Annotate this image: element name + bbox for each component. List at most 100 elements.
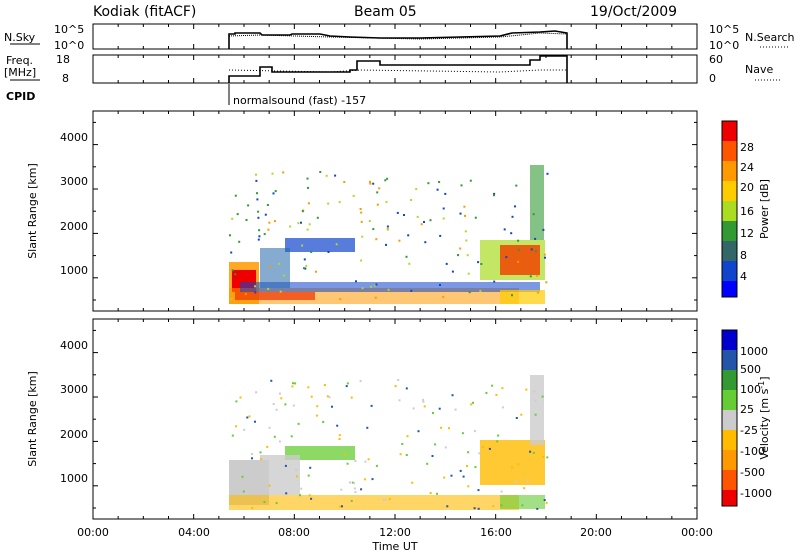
scatter-pixel — [536, 507, 539, 510]
scatter-pixel — [517, 248, 520, 251]
scatter-pixel — [438, 407, 441, 410]
scatter-pixel — [480, 263, 483, 265]
scatter-pixel — [530, 248, 533, 251]
beam-label: Beam 05 — [354, 4, 417, 20]
scatter-pixel — [492, 505, 495, 508]
xtick: 12:00 — [379, 526, 411, 539]
power-cbar-seg — [722, 181, 737, 201]
scatter-pixel — [405, 454, 408, 456]
scatter-pixel — [523, 487, 526, 490]
scatter-pixel — [384, 498, 387, 501]
scatter-pixel — [545, 501, 548, 504]
scatter-pixel — [256, 192, 258, 195]
scatter-pixel — [367, 458, 370, 461]
scatter-pixel — [403, 214, 405, 216]
scatter-pixel — [231, 269, 234, 272]
velocity-cbar-tick: -25 — [740, 424, 758, 437]
scatter-pixel — [255, 173, 257, 176]
velocity-cbar-seg — [722, 350, 737, 370]
scatter-pixel — [451, 270, 454, 273]
scatter-pixel — [501, 387, 504, 390]
scatter-pixel — [230, 298, 233, 301]
scatter-pixel — [397, 379, 400, 381]
scatter-pixel — [382, 498, 385, 501]
scatter-pixel — [407, 234, 410, 237]
scatter-pixel — [257, 216, 260, 219]
scatter-pixel — [303, 267, 305, 270]
scatter-pixel — [263, 233, 266, 236]
velocity-ytick-3000: 3000 — [60, 383, 88, 396]
nave-tick-top: 60 — [709, 53, 723, 66]
scatter-pixel — [467, 451, 470, 454]
scatter-pixel — [450, 474, 453, 477]
scatter-pixel — [384, 179, 387, 182]
scatter-pixel — [376, 203, 379, 206]
scatter-pixel — [236, 213, 239, 216]
scatter-pixel — [335, 243, 338, 246]
scatter-pixel — [360, 220, 363, 223]
freq-tick-top: 18 — [56, 53, 70, 66]
scatter-pixel — [360, 211, 363, 214]
xtick: 00:00 — [77, 526, 109, 539]
scatter-pixel — [323, 384, 326, 386]
scatter-pixel — [307, 202, 310, 205]
scatter-pixel — [235, 425, 238, 428]
scatter-pixel — [353, 487, 356, 490]
scatter-pixel — [268, 221, 271, 224]
scatter-pixel — [479, 289, 482, 292]
scatter-pixel — [301, 244, 304, 247]
scatter-pixel — [410, 289, 413, 292]
scatter-pixel — [544, 256, 546, 259]
scatter-pixel — [345, 385, 348, 388]
velocity-colorbar: 1000 500 100 25 -25 -100 -500 -1000 Velo… — [721, 329, 772, 507]
velocity-echo-mid — [260, 455, 300, 495]
power-band-late-near — [500, 290, 545, 304]
velocity-blob-late — [480, 440, 545, 485]
scatter-pixel — [405, 255, 408, 258]
scatter-pixel — [247, 204, 250, 207]
scatter-pixel — [372, 182, 375, 185]
velocity-cbar-tick: 1000 — [740, 345, 768, 358]
power-ytick-4000: 4000 — [60, 131, 88, 144]
scatter-pixel — [279, 290, 282, 293]
scatter-pixel — [239, 396, 242, 399]
scatter-pixel — [543, 253, 546, 256]
scatter-pixel — [440, 426, 443, 429]
scatter-pixel — [350, 396, 353, 399]
scatter-pixel — [467, 485, 470, 488]
freq-tick-bottom: 8 — [62, 72, 69, 85]
scatter-pixel — [432, 412, 434, 414]
xtick: 16:00 — [480, 526, 512, 539]
scatter-pixel — [511, 466, 513, 469]
scatter-pixel — [268, 484, 271, 487]
scatter-pixel — [464, 230, 467, 233]
scatter-pixel — [497, 434, 500, 437]
scatter-pixel — [245, 219, 248, 221]
scatter-pixel — [545, 281, 548, 284]
scatter-pixel — [231, 217, 234, 220]
scatter-pixel — [234, 273, 237, 276]
scatter-pixel — [386, 177, 389, 180]
power-cbar-tick: 4 — [740, 270, 747, 283]
scatter-pixel — [273, 435, 276, 438]
velocity-cbar-seg — [722, 470, 737, 490]
scatter-pixel — [485, 391, 488, 394]
scatter-pixel — [295, 475, 298, 478]
scatter-pixel — [284, 403, 287, 406]
scatter-pixel — [348, 481, 351, 484]
scatter-pixel — [283, 274, 286, 277]
scatter-pixel — [291, 385, 294, 388]
scatter-pixel — [477, 507, 480, 510]
velocity-panel: Slant Range [km] 4000 3000 2000 1000 10 — [26, 318, 772, 520]
xtick: 20:00 — [580, 526, 612, 539]
scatter-pixel — [307, 186, 309, 189]
scatter-pixel — [411, 481, 414, 484]
power-cbar-tick: 20 — [740, 181, 754, 194]
scatter-pixel — [229, 234, 231, 237]
scatter-pixel — [301, 210, 304, 213]
scatter-pixel — [541, 395, 544, 398]
velocity-echo-1500km — [285, 446, 355, 460]
scatter-pixel — [344, 453, 346, 456]
scatter-pixel — [254, 291, 257, 294]
scatter-pixel — [231, 434, 234, 437]
